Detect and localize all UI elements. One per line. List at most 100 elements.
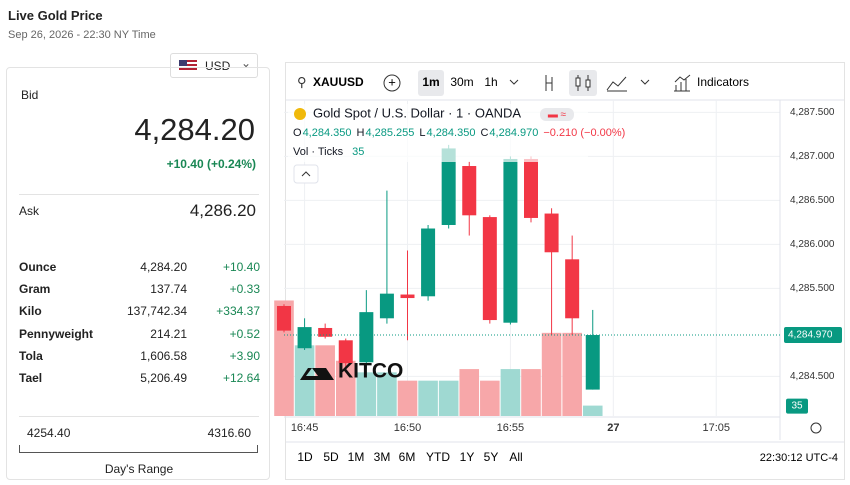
collapse-icon bbox=[301, 171, 311, 177]
candle-body bbox=[482, 217, 497, 321]
range-button[interactable]: 3M bbox=[374, 450, 391, 464]
range-button[interactable]: 1Y bbox=[460, 450, 475, 464]
unit-name: Tael bbox=[19, 371, 43, 385]
area-icon[interactable] bbox=[606, 76, 627, 92]
unit-change: +3.90 bbox=[229, 348, 260, 363]
unit-price: 4,284.20 bbox=[140, 260, 187, 274]
last-price: 4,284.970 bbox=[788, 330, 833, 341]
page-title: Live Gold Price bbox=[8, 8, 103, 23]
legend-bg bbox=[288, 104, 588, 162]
candle-body bbox=[338, 340, 353, 364]
volume-bar bbox=[377, 372, 397, 416]
unit-name: Tola bbox=[19, 348, 43, 363]
y-tick-label: 4,286.000 bbox=[790, 239, 835, 250]
collapse-button[interactable] bbox=[293, 164, 319, 184]
volume-bar bbox=[500, 369, 521, 416]
x-tick-label: 16:50 bbox=[394, 422, 422, 434]
volume-bar bbox=[335, 360, 356, 416]
volume-bar bbox=[582, 405, 603, 416]
unit-row: Tola 1,606.58 +3.90 bbox=[7, 349, 271, 369]
candle-body bbox=[524, 158, 538, 218]
unit-change: +334.37 bbox=[216, 304, 260, 319]
unit-change: +0.52 bbox=[229, 326, 260, 341]
range-button[interactable]: 1D bbox=[297, 450, 313, 464]
chart-type[interactable] bbox=[569, 70, 597, 96]
indicators-icon[interactable] bbox=[674, 74, 691, 92]
plot: 4,284.500 4,285.500 4,286.000 4,286.500 4,28… bbox=[274, 100, 842, 440]
volume-bar bbox=[397, 380, 418, 416]
ohlc-value: 4,284.970 bbox=[489, 127, 538, 139]
ohlc-letter: L bbox=[419, 127, 425, 139]
legend-badge bbox=[540, 108, 574, 121]
ohlc-letter: O bbox=[293, 127, 302, 139]
unit-price: 137.74 bbox=[150, 282, 187, 297]
compare-icon[interactable] bbox=[545, 75, 553, 91]
search-icon[interactable]: ⚲ bbox=[297, 74, 307, 89]
currency-select[interactable]: USD ⌄ bbox=[170, 53, 258, 78]
candle-body bbox=[277, 305, 291, 331]
volume-tag-label: 35 bbox=[791, 401, 803, 412]
volume-tag bbox=[786, 398, 808, 414]
subtitle: Sep 26, 2026 - 22:30 NY Time bbox=[8, 29, 156, 41]
add-icon: + bbox=[388, 74, 396, 89]
range-button[interactable]: 5Y bbox=[484, 450, 499, 464]
range-button[interactable]: 6M bbox=[399, 450, 416, 464]
candle-body bbox=[421, 228, 436, 297]
volume-bar bbox=[315, 345, 335, 416]
x-tick-label: 16:45 bbox=[291, 422, 319, 434]
unit-row: Pennyweight 214.21 +0.52 bbox=[7, 327, 271, 347]
unit-price: 1,606.58 bbox=[140, 348, 187, 363]
range-high: 4316.60 bbox=[207, 426, 251, 440]
symbol[interactable]: XAUUSD bbox=[313, 75, 364, 89]
candle-icon bbox=[585, 79, 591, 88]
interval[interactable]: 30m bbox=[450, 75, 473, 89]
divider bbox=[19, 416, 259, 417]
ohlc-change: −0.210 (−0.00%) bbox=[543, 127, 625, 139]
unit-price: 137,742.34 bbox=[126, 304, 187, 319]
range-button[interactable]: All bbox=[509, 450, 522, 464]
candle-body bbox=[318, 327, 333, 337]
volume-bar bbox=[294, 345, 315, 416]
currency-label: USD bbox=[205, 59, 231, 73]
volume-bar bbox=[541, 332, 562, 416]
unit-row: Ounce 4,284.20 +10.40 bbox=[7, 260, 271, 280]
interval[interactable]: 1h bbox=[484, 75, 497, 89]
chevron: ⌄ bbox=[241, 56, 252, 70]
volume-bar bbox=[418, 380, 438, 416]
unit-name: Kilo bbox=[19, 304, 42, 319]
unit-name: Gram bbox=[19, 282, 51, 297]
range-label: Day's Range bbox=[104, 462, 174, 476]
unit-change: +12.64 bbox=[222, 371, 260, 385]
volume-bar bbox=[438, 380, 459, 416]
candle-body bbox=[297, 327, 312, 349]
unit-price: 5,206.49 bbox=[140, 371, 187, 385]
chevron[interactable] bbox=[509, 79, 519, 85]
symbol-icon bbox=[294, 108, 306, 120]
volume-bar bbox=[521, 369, 541, 416]
interval[interactable]: 1m bbox=[422, 75, 439, 89]
ohlc-value: 4,285.255 bbox=[365, 127, 414, 139]
settings-icon[interactable] bbox=[810, 422, 822, 434]
bid-change: +10.40 (+0.24%) bbox=[166, 157, 256, 171]
range-low: 4254.40 bbox=[27, 426, 71, 440]
x-tick-label: 17:05 bbox=[702, 422, 730, 434]
bid-label: Bid bbox=[21, 88, 39, 102]
x-tick-label: 16:55 bbox=[497, 422, 525, 434]
indicators[interactable]: Indicators bbox=[697, 75, 749, 89]
legend-badge-icon: ▬ ≈ bbox=[548, 110, 567, 121]
ohlc-letter: H bbox=[357, 127, 365, 139]
active-interval bbox=[418, 70, 444, 96]
y-tick-label: 4,284.500 bbox=[790, 371, 835, 382]
flag bbox=[179, 60, 197, 72]
range-button[interactable]: YTD bbox=[426, 450, 450, 464]
candle-icon bbox=[575, 77, 581, 87]
y-tick-label: 4,286.500 bbox=[790, 195, 835, 206]
unit-row: Gram 137.74 +0.33 bbox=[7, 282, 271, 302]
chevron[interactable] bbox=[640, 79, 650, 85]
range-button[interactable]: 1M bbox=[348, 450, 365, 464]
y-tick-label: 4,285.500 bbox=[790, 283, 835, 294]
range-button[interactable]: 5D bbox=[323, 450, 339, 464]
add-symbol[interactable] bbox=[383, 74, 401, 92]
